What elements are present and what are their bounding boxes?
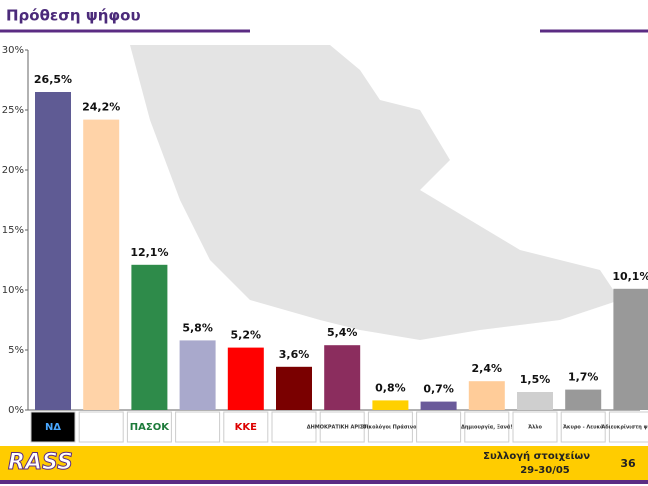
value-label: 24,2%: [82, 101, 120, 114]
bar: [83, 119, 120, 410]
category-logo: [126, 411, 172, 443]
category-logo: [512, 411, 558, 443]
y-tick-label: 5%: [8, 345, 24, 356]
value-label: 1,7%: [568, 371, 599, 384]
bar: [372, 400, 409, 410]
value-label: 1,5%: [520, 373, 551, 386]
bar: [35, 92, 71, 410]
value-label: 0,7%: [423, 383, 454, 396]
x-tick-label: ΚΚΕ: [235, 422, 257, 433]
bar: [517, 392, 553, 410]
footer-logo: RASS: [8, 450, 73, 475]
y-tick-label: 10%: [2, 285, 24, 296]
bar: [420, 401, 457, 410]
page-number: 36: [620, 457, 636, 470]
value-label: 5,4%: [327, 326, 358, 339]
footer-line: Συλλογή στοιχείων: [483, 450, 590, 462]
category-logo: [175, 411, 221, 443]
category-logo: [30, 411, 76, 443]
category-logo: [416, 411, 462, 443]
chart-title: Πρόθεση ψήφου: [6, 7, 141, 25]
category-logo: [464, 411, 510, 443]
x-tick-label: Άλλο: [528, 424, 542, 431]
x-tick-label: ΔΗΜΟΚΡΑΤΙΚΗ ΑΡΙΣΤΕΡΑ: [307, 425, 378, 431]
bar: [276, 366, 312, 410]
category-logo: [223, 411, 269, 443]
footer-line: 29-30/05: [520, 465, 570, 476]
x-tick-label: Δημιουργία, Ξανά!: [461, 424, 513, 431]
x-tick-label: Οικολόγοι Πράσινοι: [362, 424, 418, 431]
category-logo: [78, 411, 124, 443]
y-tick-label: 0%: [8, 405, 24, 416]
value-label: 12,1%: [130, 246, 168, 259]
bar: [565, 389, 602, 410]
category-logo: [271, 411, 317, 443]
bar: [324, 345, 361, 410]
x-tick-label: ΠΑΣΟΚ: [130, 422, 170, 433]
bar: [227, 347, 264, 410]
category-logo: [560, 411, 606, 443]
y-tick-label: 25%: [2, 105, 24, 116]
value-label: 5,8%: [182, 321, 213, 334]
value-label: 26,5%: [34, 73, 72, 86]
value-label: 3,6%: [279, 348, 310, 361]
bar: [131, 264, 168, 410]
value-label: 10,1%: [612, 270, 648, 283]
value-label: 5,2%: [231, 329, 262, 342]
footer-band: [0, 446, 648, 482]
bar: [468, 381, 505, 410]
value-label: 0,8%: [375, 381, 406, 394]
x-tick-label: Αδιευκρίνιστη ψήφος: [601, 424, 648, 431]
map-background: [130, 45, 620, 340]
bar: [613, 288, 648, 410]
y-tick-label: 15%: [2, 225, 24, 236]
x-tick-label: Άκυρο - Λευκό: [563, 424, 604, 431]
category-logo: [367, 411, 413, 443]
value-label: 2,4%: [472, 362, 503, 375]
y-tick-label: 30%: [2, 45, 24, 56]
category-logo: [608, 411, 648, 443]
category-logo: [319, 411, 365, 443]
y-tick-label: 20%: [2, 165, 24, 176]
bar: [179, 340, 216, 410]
x-tick-label: ΝΔ: [45, 422, 61, 433]
